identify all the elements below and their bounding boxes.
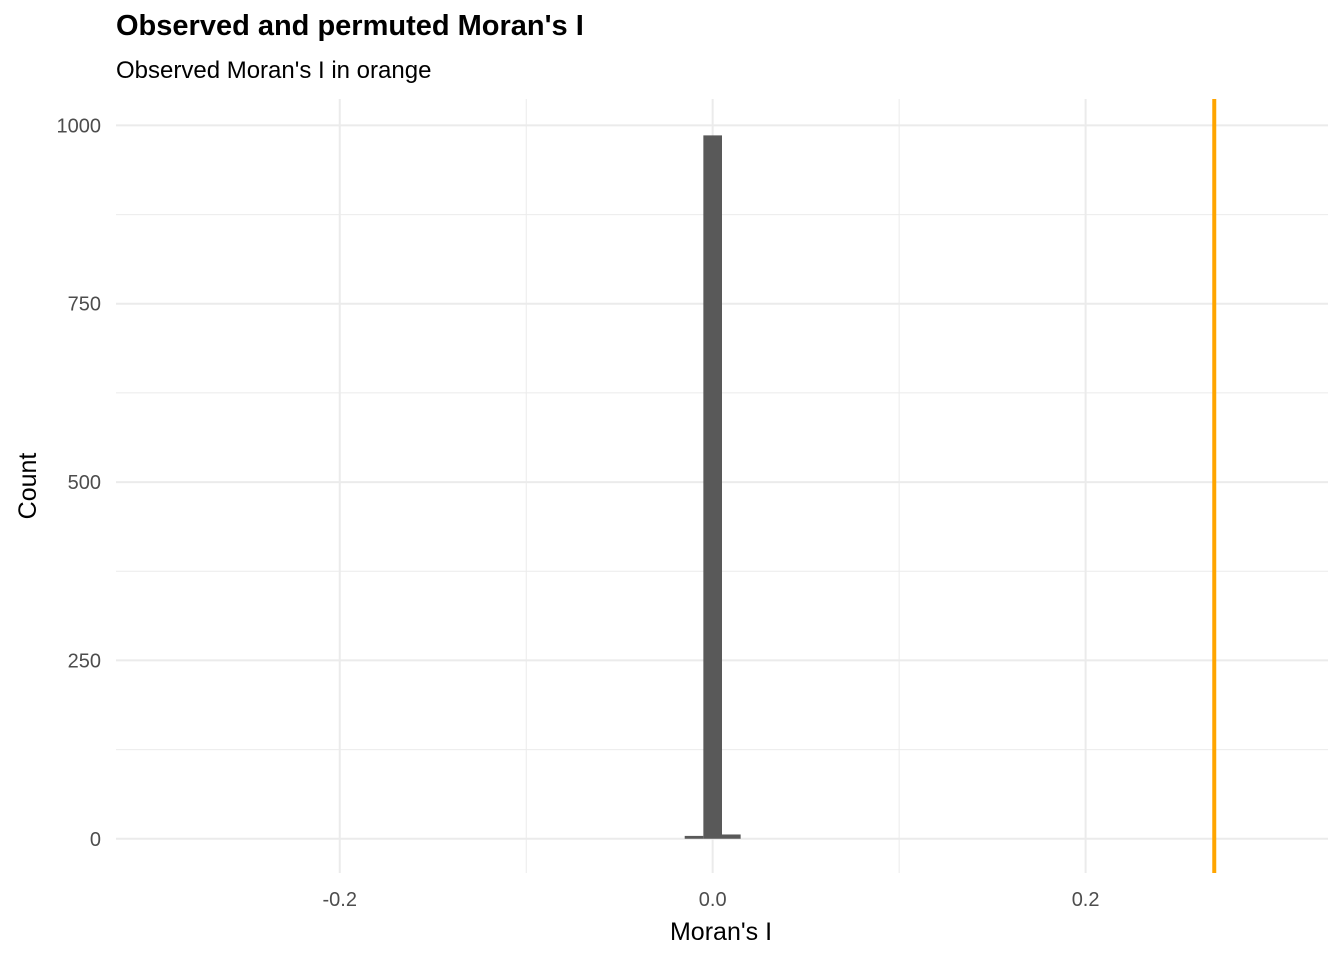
x-axis-label: Moran's I <box>670 918 772 946</box>
histogram-bar <box>722 834 741 839</box>
chart-subtitle: Observed Moran's I in orange <box>116 57 432 84</box>
y-tick-label: 500 <box>68 472 101 494</box>
y-axis-label: Count <box>14 453 42 520</box>
histogram-bars <box>684 135 741 839</box>
y-tick-label: 250 <box>68 650 101 672</box>
x-tick-label: 0.0 <box>699 889 727 911</box>
x-tick-label: 0.2 <box>1072 889 1100 911</box>
histogram-bar <box>684 835 704 839</box>
y-tick-label: 750 <box>68 294 101 316</box>
y-tick-label: 0 <box>90 829 101 851</box>
y-tick-label: 1000 <box>57 115 102 137</box>
x-tick-label: -0.2 <box>323 889 357 911</box>
chart-title: Observed and permuted Moran's I <box>116 10 584 42</box>
histogram-bar <box>703 135 722 839</box>
x-axis-ticks: -0.2 0.0 0.2 <box>323 889 1100 911</box>
y-axis-ticks: 0 250 500 750 1000 <box>57 115 102 850</box>
